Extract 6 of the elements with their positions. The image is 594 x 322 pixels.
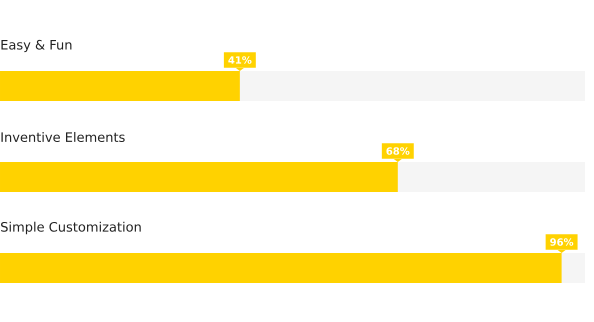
y-tick-label: Easy & Fun — [1, 40, 72, 52]
y-tick-label: Simple Customization — [1, 222, 141, 234]
data-label: 68% — [386, 147, 410, 155]
data-label: 41% — [228, 56, 252, 64]
data-label: 96% — [550, 238, 574, 246]
y-tick-label: Inventive Elements — [1, 132, 125, 142]
